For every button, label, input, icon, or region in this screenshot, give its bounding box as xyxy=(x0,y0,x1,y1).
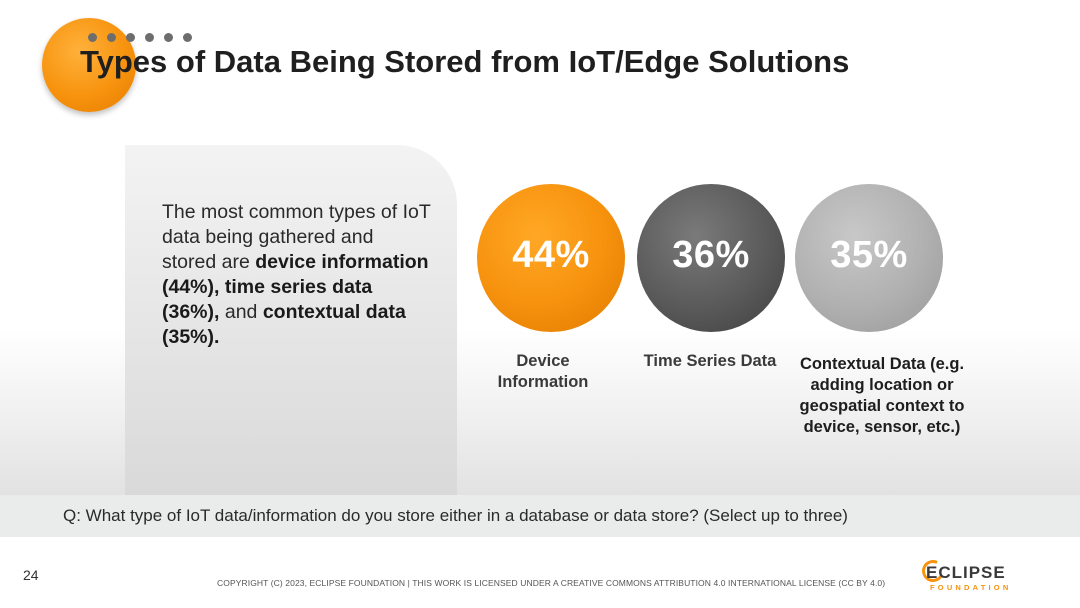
dot xyxy=(107,33,116,42)
summary-highlight-1: device information (44%), time series da… xyxy=(162,251,429,323)
eclipse-foundation-logo: ECLIPSE FOUNDATION xyxy=(918,556,1028,594)
summary-highlight-2: contextual data (35%). xyxy=(162,301,406,348)
stat-value: 36% xyxy=(672,233,750,276)
copyright-notice: COPYRIGHT (C) 2023, ECLIPSE FOUNDATION |… xyxy=(217,578,886,588)
logo-subtitle: FOUNDATION xyxy=(930,583,1012,592)
stat-circle-contextual-data: 35% xyxy=(795,184,943,332)
page-number: 24 xyxy=(23,567,39,583)
survey-question: Q: What type of IoT data/information do … xyxy=(63,506,848,525)
stat-circle-device-information: 44% xyxy=(477,184,625,332)
summary-intro: The most common types of IoT data being … xyxy=(162,201,431,273)
stat-value: 44% xyxy=(512,233,590,276)
decorative-dots xyxy=(88,33,192,42)
stat-label-device-information: Device Information xyxy=(497,352,589,391)
stat-label-time-series: Time Series Data xyxy=(643,352,777,370)
stat-circle-time-series: 36% xyxy=(637,184,785,332)
logo-wordmark: ECLIPSE xyxy=(926,563,1006,582)
question-bar xyxy=(0,495,1080,537)
stat-label-contextual-data: Contextual Data (e.g. adding location or… xyxy=(799,355,965,436)
stat-value: 35% xyxy=(830,233,908,276)
summary-connector: and xyxy=(219,301,263,323)
dot xyxy=(164,33,173,42)
slide-title: Types of Data Being Stored from IoT/Edge… xyxy=(80,44,850,79)
dot xyxy=(145,33,154,42)
dot xyxy=(126,33,135,42)
summary-panel xyxy=(125,145,457,495)
dot xyxy=(183,33,192,42)
summary-text: The most common types of IoT data being … xyxy=(162,200,432,350)
dot xyxy=(88,33,97,42)
